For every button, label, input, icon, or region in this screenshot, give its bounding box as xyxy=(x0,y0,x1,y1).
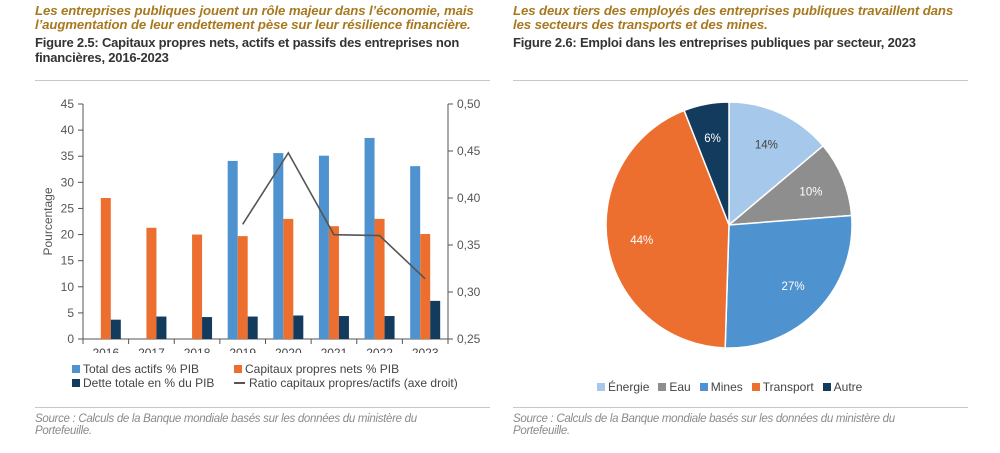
legend-item: Total des actifs % PIB xyxy=(72,362,234,376)
bar-capitaux-2016 xyxy=(100,198,111,339)
pie-data-label: 6% xyxy=(704,133,721,145)
bar-dette-2016 xyxy=(110,319,121,339)
x-tick-label: 2019 xyxy=(229,346,256,353)
x-tick-label: 2023 xyxy=(412,346,439,353)
pie-data-label: 27% xyxy=(782,281,805,293)
figure-2-6-title: Figure 2.6: Emploi dans les entreprises … xyxy=(513,35,916,50)
y-tick-label-left: 25 xyxy=(61,201,75,215)
legend-item: Ratio capitaux propres/actifs (axe droit… xyxy=(234,376,492,390)
right-title-rule xyxy=(513,80,968,81)
figure-2-5-title: Figure 2.5: Capitaux propres nets, actif… xyxy=(35,35,460,65)
legend-swatch xyxy=(822,383,831,391)
legend-swatch xyxy=(597,383,605,391)
legend-label: Autre xyxy=(833,380,863,394)
pie-slice-autre xyxy=(683,101,730,226)
pie-chart-legend: Énergie Eau Mines Transport Autre xyxy=(597,380,871,394)
bar-capitaux-2023 xyxy=(420,234,431,339)
legend-item: Autre xyxy=(822,380,863,394)
y-tick-label-left: 5 xyxy=(67,306,74,320)
bar-dette-2023 xyxy=(430,300,441,339)
bar-dette-2019 xyxy=(247,316,258,339)
bar-capitaux-2022 xyxy=(374,218,385,339)
y-tick-label-right: 0,45 xyxy=(457,144,481,158)
right-figure-panel: Les deux tiers des employés des entrepri… xyxy=(513,0,968,51)
left-source-rule xyxy=(35,407,490,408)
bar-capitaux-2020 xyxy=(283,218,294,339)
legend-item: Énergie xyxy=(597,380,649,394)
bar-capitaux-2017 xyxy=(146,227,157,339)
y-tick-label-right: 0,30 xyxy=(457,285,481,299)
legend-item: Mines xyxy=(699,380,743,394)
x-tick-label: 2021 xyxy=(321,346,348,353)
left-source-note: Source : Calculs de la Banque mondiale b… xyxy=(35,413,417,437)
y-tick-label-right: 0,50 xyxy=(457,97,481,111)
legend-swatch xyxy=(699,383,708,391)
pie-slice-mines xyxy=(724,214,853,349)
bar-dette-2017 xyxy=(156,316,167,339)
legend-line-swatch xyxy=(234,382,245,384)
legend-item: Capitaux propres nets % PIB xyxy=(234,362,492,376)
left-figure-panel: Les entreprises publiques jouent un rôle… xyxy=(35,0,495,66)
bar-total-2020 xyxy=(273,153,284,339)
y-tick-label-left: 15 xyxy=(61,254,75,268)
legend-item: Dette totale en % du PIB xyxy=(72,376,234,390)
y-tick-label-left: 40 xyxy=(61,123,75,137)
legend-label: Capitaux propres nets % PIB xyxy=(245,362,400,376)
bar-total-2019 xyxy=(227,160,238,339)
legend-item: Transport xyxy=(751,380,814,394)
left-lead-text: Les entreprises publiques jouent un rôle… xyxy=(35,3,474,32)
bar-total-2023 xyxy=(410,166,421,339)
y-tick-label-right: 0,35 xyxy=(457,238,481,252)
bar-dette-2020 xyxy=(293,315,304,339)
bar-total-2022 xyxy=(364,137,375,339)
y-tick-label-left: 10 xyxy=(61,280,75,294)
y-tick-label-left: 0 xyxy=(67,332,74,346)
bar-dette-2022 xyxy=(384,316,395,339)
x-tick-label: 2022 xyxy=(366,346,393,353)
y-tick-label-left: 20 xyxy=(61,228,75,242)
pie-slice-énergie xyxy=(728,101,825,227)
legend-swatch xyxy=(658,383,667,391)
x-tick-label: 2018 xyxy=(184,346,211,353)
bar-total-2021 xyxy=(318,155,329,339)
bar-capitaux-2019 xyxy=(237,236,248,339)
right-source-rule xyxy=(513,407,968,408)
pie-slice-transport xyxy=(605,109,730,349)
legend-label: Mines xyxy=(710,380,743,394)
legend-label: Eau xyxy=(669,380,691,394)
y-tick-label-right: 0,40 xyxy=(457,191,481,205)
x-tick-label: 2020 xyxy=(275,346,302,353)
legend-label: Dette totale en % du PIB xyxy=(83,376,215,390)
legend-label: Énergie xyxy=(608,380,650,394)
legend-swatch xyxy=(72,379,80,387)
x-tick-label: 2017 xyxy=(138,346,165,353)
right-source-note: Source : Calculs de la Banque mondiale b… xyxy=(513,413,895,437)
x-tick-label: 2016 xyxy=(92,346,119,353)
legend-label: Ratio capitaux propres/actifs (axe droit… xyxy=(249,376,458,390)
legend-item: Eau xyxy=(658,380,691,394)
y-tick-label-left: 35 xyxy=(61,149,75,163)
bar-capitaux-2018 xyxy=(192,234,203,339)
y-axis-label: Pourcentage xyxy=(41,187,55,255)
legend-label: Total des actifs % PIB xyxy=(83,362,200,376)
bar-chart-legend: Total des actifs % PIB Capitaux propres n… xyxy=(72,362,492,390)
bar-dette-2018 xyxy=(202,317,213,339)
left-title-rule xyxy=(35,80,490,81)
pie-slice-eau xyxy=(726,144,853,226)
legend-swatch xyxy=(234,365,242,373)
pie-data-label: 10% xyxy=(799,186,822,198)
legend-label: Transport xyxy=(762,380,814,394)
bar-line-chart: 0 5 10 15 20 25 30 35 40 45 Pourcentage 0,25 0,30 0,3… xyxy=(41,97,481,353)
pie-data-label: 44% xyxy=(630,235,653,247)
legend-swatch xyxy=(72,365,80,373)
bar-dette-2021 xyxy=(338,316,349,339)
y-tick-label-left: 30 xyxy=(61,175,75,189)
pie-data-label: 14% xyxy=(755,140,778,152)
bar-capitaux-2021 xyxy=(328,226,339,339)
right-lead-text: Les deux tiers des employés des entrepri… xyxy=(513,3,954,32)
legend-swatch xyxy=(751,383,760,391)
y-tick-label-left: 45 xyxy=(61,97,75,111)
pie-chart: 14% 10% 27% 44% 6% xyxy=(605,101,853,349)
y-tick-label-right: 0,25 xyxy=(457,332,481,346)
